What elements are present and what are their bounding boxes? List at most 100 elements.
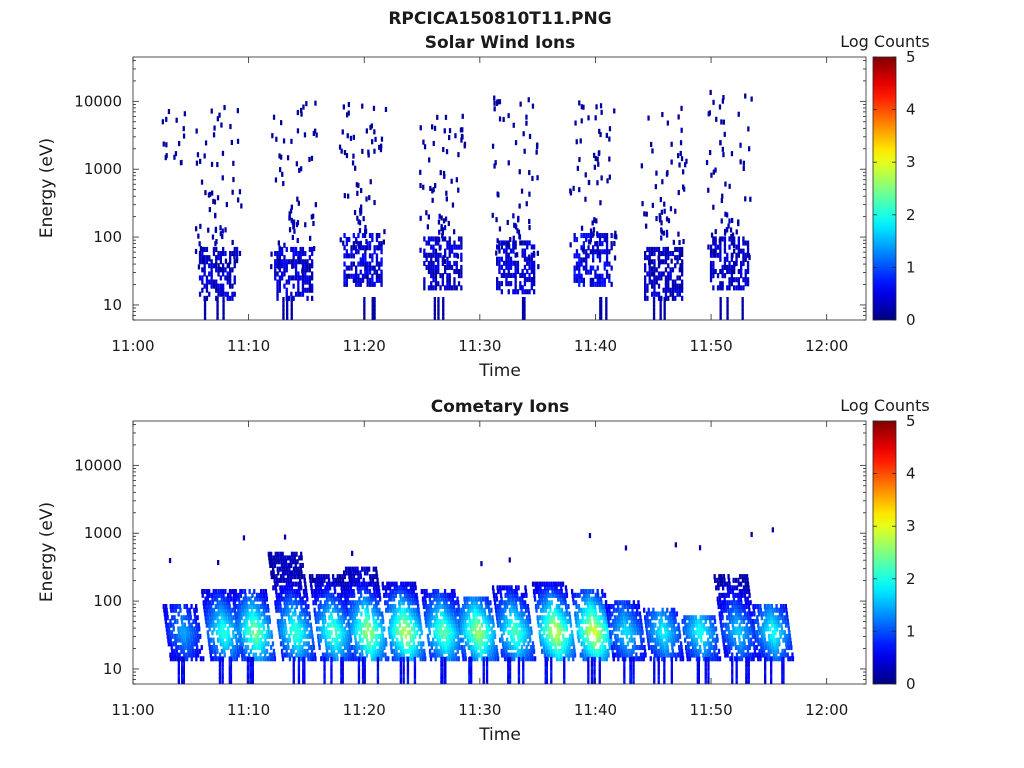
heatmap-cell [208, 589, 211, 595]
heatmap-cell [225, 600, 228, 606]
heatmap-cell [374, 566, 378, 572]
heatmap-cell [546, 618, 549, 624]
heatmap-cell [448, 244, 451, 250]
heatmap-cell [494, 656, 497, 662]
heatmap-cell [513, 641, 516, 647]
heatmap-cell [667, 295, 670, 301]
heatmap-cell [651, 279, 654, 285]
heatmap-cell [348, 626, 351, 632]
heatmap-cell [380, 277, 383, 283]
heatmap-cell [278, 255, 281, 261]
heatmap-cell [241, 645, 244, 651]
heatmap-cell [205, 279, 209, 285]
heatmap-cell [367, 581, 370, 587]
heatmap-cell [373, 656, 376, 662]
heatmap-cell [265, 596, 268, 602]
heatmap-cell [508, 622, 511, 628]
heatmap-cell [393, 648, 396, 654]
heatmap-cell [280, 577, 283, 583]
heatmap-cell [620, 645, 623, 651]
heatmap-cell [401, 656, 404, 662]
heatmap-cell [314, 611, 317, 617]
heatmap-cell [282, 555, 285, 561]
colorbar-tick-label: 1 [906, 258, 916, 276]
heatmap-cell [299, 633, 302, 639]
heatmap-cell [499, 607, 502, 613]
heatmap-cell [373, 622, 376, 628]
heatmap-cell [231, 251, 234, 257]
heatmap-cell [593, 618, 596, 624]
heatmap-cell [274, 551, 277, 557]
heatmap-cell [465, 596, 468, 602]
heatmap-cell [277, 555, 280, 561]
heatmap-cell [514, 260, 517, 266]
heatmap-cell [378, 641, 381, 647]
heatmap-cell [588, 615, 591, 621]
heatmap-cell [392, 596, 396, 602]
heatmap-cell [610, 241, 613, 247]
heatmap-cell [340, 673, 343, 679]
heatmap-cell [414, 600, 417, 606]
heatmap-cell [352, 277, 355, 283]
heatmap-cell [436, 622, 440, 628]
heatmap-cell [400, 637, 404, 643]
heatmap-cell [291, 589, 294, 595]
heatmap-cell [312, 130, 315, 136]
heatmap-cell [273, 577, 276, 583]
heatmap-cell [349, 648, 352, 654]
heatmap-cell [305, 592, 308, 598]
heatmap-cell [489, 618, 492, 624]
heatmap-cell [346, 648, 350, 654]
heatmap-cell [558, 626, 562, 632]
heatmap-cell [526, 618, 529, 624]
heatmap-cell [544, 661, 547, 667]
heatmap-cell [327, 589, 330, 595]
heatmap-cell [193, 611, 196, 617]
heatmap-cell [655, 170, 658, 176]
heatmap-cell [434, 656, 437, 662]
heatmap-cell [205, 283, 209, 289]
heatmap-cell [168, 630, 171, 636]
heatmap-cell [503, 240, 506, 246]
heatmap-cell [333, 581, 336, 587]
heatmap-cell [540, 592, 543, 598]
heatmap-cell [563, 677, 566, 683]
heatmap-cell [739, 142, 742, 148]
heatmap-cell [432, 260, 435, 266]
heatmap-cell [228, 665, 231, 671]
heatmap-cell [270, 570, 273, 576]
heatmap-cell [561, 592, 564, 598]
heatmap-cell [621, 656, 625, 662]
heatmap-cell [593, 669, 596, 675]
heatmap-cell [490, 626, 493, 632]
heatmap-cell [522, 661, 525, 667]
heatmap-cell [230, 618, 233, 624]
heatmap-cell [341, 661, 344, 667]
heatmap-cell [297, 279, 300, 285]
heatmap-cell [473, 656, 477, 662]
heatmap-cell [667, 283, 670, 289]
heatmap-cell [277, 622, 280, 628]
heatmap-cell [464, 652, 467, 658]
heatmap-cell [552, 611, 555, 617]
heatmap-cell [215, 246, 218, 252]
heatmap-cell [445, 637, 449, 643]
heatmap-cell [183, 604, 186, 610]
heatmap-cell [482, 656, 485, 662]
heatmap-cell [449, 615, 452, 621]
heatmap-cell [605, 656, 608, 662]
heatmap-cell [557, 596, 560, 602]
heatmap-cell [442, 170, 446, 176]
heatmap-cell [542, 607, 545, 613]
heatmap-cell [605, 622, 608, 628]
heatmap-cell [299, 291, 302, 297]
heatmap-cell [195, 626, 199, 632]
heatmap-cell [452, 633, 455, 639]
heatmap-cell [186, 611, 190, 617]
heatmap-cell [603, 607, 606, 613]
heatmap-cell [648, 279, 651, 285]
heatmap-cell [490, 656, 493, 662]
heatmap-cell [665, 232, 669, 238]
heatmap-cell [605, 652, 608, 658]
heatmap-cell [498, 248, 501, 254]
